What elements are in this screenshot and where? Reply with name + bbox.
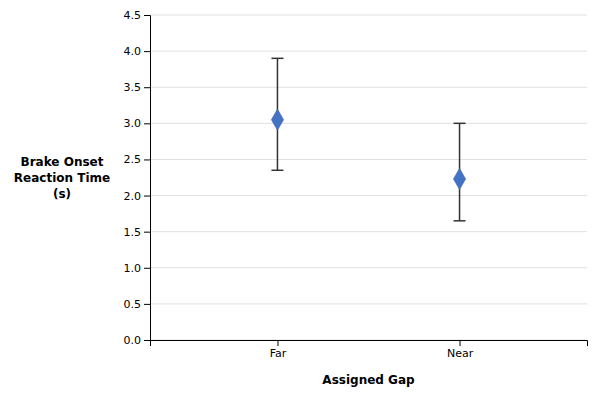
y-tick-label: 0.5 <box>124 298 142 311</box>
y-tick-label: 0.0 <box>124 334 142 347</box>
y-tick: 4.5 <box>124 9 151 22</box>
chart: 0.0 0.5 1.0 1.5 2.0 2.5 3.0 3.5 4.0 4.5 Far Near Ass… <box>0 0 607 398</box>
grid-line <box>150 231 587 232</box>
y-tick-label: 3.0 <box>124 117 142 130</box>
y-tick: 2.5 <box>124 153 151 166</box>
y-tick-label: 1.0 <box>124 262 142 275</box>
plot-area: 0.0 0.5 1.0 1.5 2.0 2.5 3.0 3.5 4.0 4.5 Far Near <box>124 9 588 360</box>
error-cap-upper <box>271 58 283 60</box>
y-tick: 3.0 <box>124 117 151 130</box>
y-axis-line <box>144 16 151 341</box>
y-axis-title-line: Reaction Time <box>14 171 110 185</box>
y-tick: 0.5 <box>124 298 151 311</box>
y-tick-label: 1.5 <box>124 226 142 239</box>
x-axis-line <box>151 341 588 347</box>
y-tick-label: 4.5 <box>124 9 142 22</box>
y-tick-mark <box>144 87 150 88</box>
y-tick: 0.0 <box>124 334 151 347</box>
y-axis-title-line: Brake Onset <box>21 155 104 169</box>
grid-line <box>150 87 587 88</box>
y-tick: 1.5 <box>124 226 151 239</box>
point <box>453 168 465 189</box>
grid-line <box>150 303 587 304</box>
x-axis-title: Assigned Gap <box>322 373 415 387</box>
chart-container: 0.0 0.5 1.0 1.5 2.0 2.5 3.0 3.5 4.0 4.5 Far Near Ass… <box>0 0 607 398</box>
y-tick-mark <box>144 304 150 305</box>
y-tick-label: 3.5 <box>124 81 142 94</box>
error-cap-upper <box>454 123 466 125</box>
y-tick-mark <box>144 159 150 160</box>
x-tick-mark <box>277 340 278 346</box>
x-tick-label: Far <box>270 347 287 360</box>
x-tick-label: Near <box>447 347 474 360</box>
y-tick: 2.0 <box>124 190 151 203</box>
grid-line <box>150 15 587 16</box>
y-tick: 3.5 <box>124 81 151 94</box>
x-axis: Far Near <box>151 340 588 360</box>
grid-line <box>150 123 587 124</box>
grid-line <box>150 51 587 52</box>
y-tick-mark <box>144 232 150 233</box>
y-tick: 4.0 <box>124 45 151 58</box>
y-tick-mark <box>144 196 150 197</box>
grid-line <box>150 195 587 196</box>
y-axis: 0.0 0.5 1.0 1.5 2.0 2.5 3.0 3.5 4.0 4.5 <box>124 9 151 347</box>
point <box>271 109 283 130</box>
y-tick-mark <box>144 51 150 52</box>
y-tick: 1.0 <box>124 262 151 275</box>
y-tick-mark <box>144 268 150 269</box>
y-axis-title-line: (s) <box>53 187 71 201</box>
y-tick-mark <box>144 15 150 16</box>
error-bar <box>271 58 283 170</box>
grid-line <box>150 159 587 160</box>
y-axis-title: Brake Onset Reaction Time (s) <box>14 155 110 201</box>
y-tick-mark <box>144 123 150 124</box>
y-tick-mark <box>144 340 150 341</box>
x-tick: Near <box>447 340 474 360</box>
y-tick-label: 4.0 <box>124 45 142 58</box>
y-tick-label: 2.5 <box>124 153 142 166</box>
y-tick-label: 2.0 <box>124 190 142 203</box>
error-bar <box>454 123 466 220</box>
x-tick-mark <box>460 340 461 346</box>
grid-line <box>150 267 587 268</box>
error-cap-lower <box>271 170 283 172</box>
error-cap-lower <box>454 220 466 222</box>
marks <box>271 58 465 221</box>
x-tick: Far <box>270 340 287 360</box>
grid <box>150 15 587 340</box>
